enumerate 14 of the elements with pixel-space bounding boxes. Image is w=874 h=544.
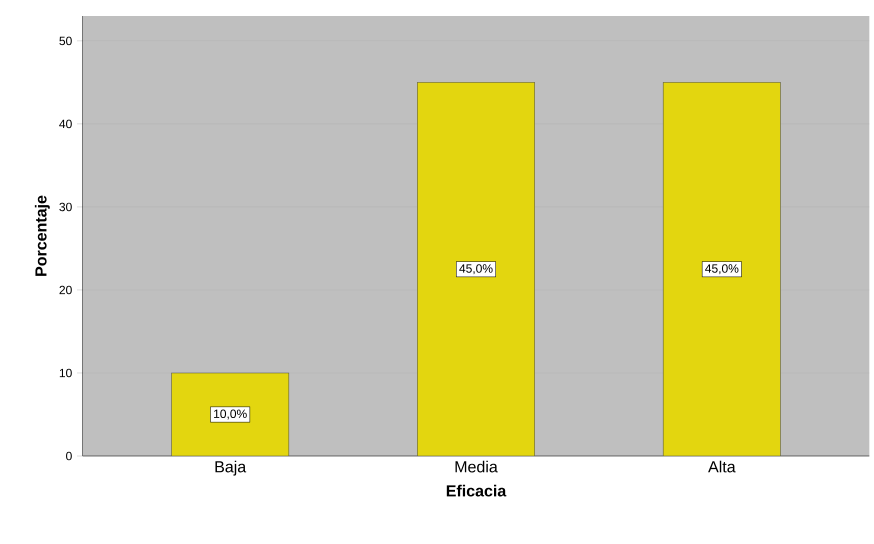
y-tick-label: 0 (66, 452, 72, 460)
y-tick-label: 10 (60, 368, 72, 378)
data-label: 45,0% (459, 264, 493, 274)
y-tick-label: 20 (60, 286, 72, 294)
y-tick-label: 30 (59, 202, 72, 212)
y-tick-label: 40 (59, 120, 72, 128)
data-label: 10,0% (214, 410, 247, 420)
x-tick-label: Baja (215, 460, 246, 476)
x-axis-title: Eficacia (446, 484, 506, 497)
y-tick-label: 50 (59, 36, 72, 46)
x-tick-label: Media (456, 460, 498, 472)
x-tick-label: Alta (708, 460, 736, 472)
data-label: 45,0% (705, 264, 738, 274)
y-axis-title: Porcentaje (34, 196, 50, 276)
